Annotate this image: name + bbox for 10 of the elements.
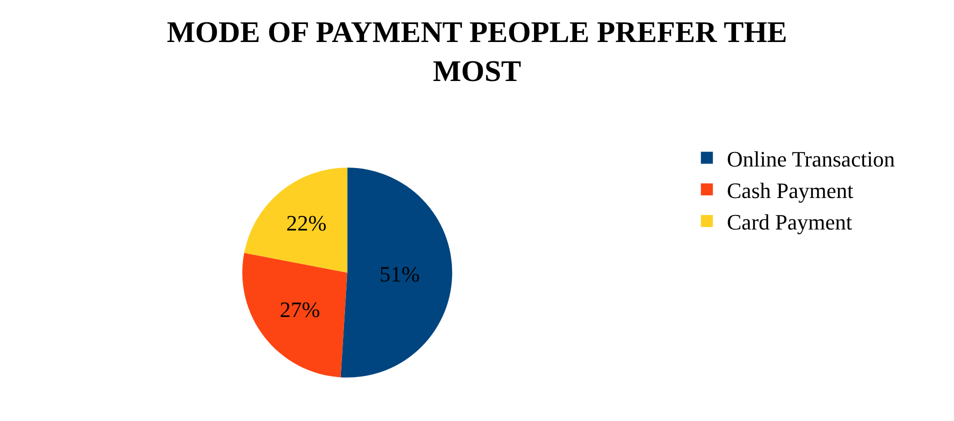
- data-label: 27%: [280, 296, 320, 322]
- chart-title: MODE OF PAYMENT PEOPLE PREFER THE MOST: [166, 16, 788, 88]
- pie-slice: [242, 252, 348, 378]
- data-label: 22%: [286, 210, 327, 236]
- pie-slice: [244, 168, 348, 273]
- legend-label: Card Payment: [726, 210, 852, 235]
- pie-slice: [340, 168, 452, 378]
- legend-label: Online Transaction: [726, 146, 895, 172]
- data-label: 51%: [380, 262, 420, 287]
- legend-label: Cash Payment: [726, 178, 854, 203]
